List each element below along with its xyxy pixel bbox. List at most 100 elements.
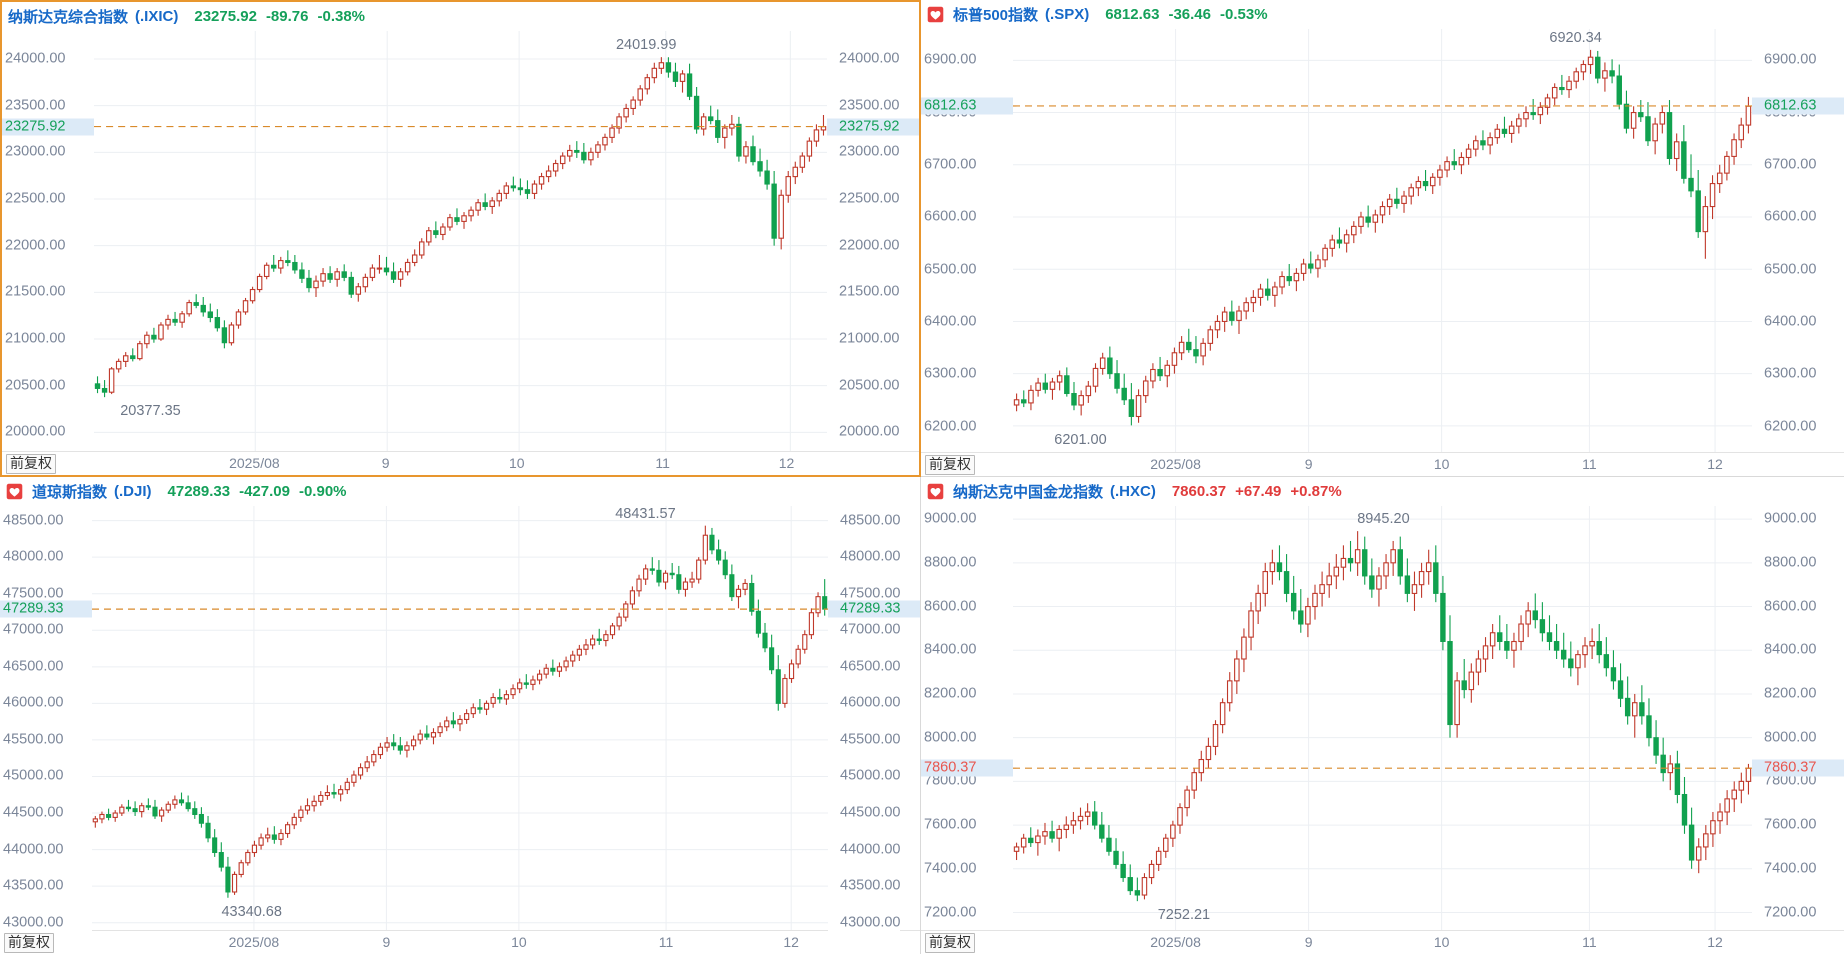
y-tick-label: 8800.00: [921, 554, 1013, 572]
high-annotation: 6920.34: [1549, 29, 1602, 46]
high-annotation: 48431.57: [615, 506, 676, 522]
x-tick-label: 9: [1304, 934, 1313, 950]
current-price-label-left: 7860.37: [921, 759, 1013, 777]
y-tick-label: 23000.00: [827, 143, 900, 161]
y-axis-right-dji: 48500.00 48000.00 47500.00 47000.00 46500.00…: [828, 506, 920, 932]
y-tick-label: 44500.00: [0, 804, 92, 822]
y-tick-label: 47500.00: [828, 585, 901, 603]
y-tick-label: 44000.00: [828, 841, 901, 859]
y-axis-left-spx: 6900.006800.006700.006600.006500.006400.…: [921, 29, 1013, 452]
chart-panel-dji[interactable]: 道琼斯指数 (.DJI) 47289.33 -427.09 -0.90% 48500.00…: [0, 477, 921, 954]
y-axis-left-dji: 48500.00 48000.00 47500.00 47000.00 46500.00…: [0, 506, 92, 932]
y-tick-label: 43000.00: [828, 914, 901, 932]
panel-header-hxc: 纳斯达克中国金龙指数 (.HXC) 7860.37 +67.49 +0.87%: [921, 477, 1844, 506]
chart-body-dji: 48500.00 48000.00 47500.00 47000.00 46500.00…: [0, 506, 920, 954]
y-tick-label: 8800.00: [1752, 554, 1817, 572]
low-annotation: 6201.00: [1054, 432, 1107, 449]
y-tick-label: 7200.00: [921, 904, 1013, 921]
y-tick-label: 8200.00: [921, 685, 1013, 703]
y-tick-label: 24000.00: [2, 50, 94, 68]
index-name: 纳斯达克综合指数: [8, 9, 129, 26]
y-tick-label: 43000.00: [0, 914, 92, 932]
y-tick-label: 6900.00: [921, 51, 1013, 69]
chart-panel-ixic[interactable]: 纳斯达克综合指数 (.IXIC) 23275.92 -89.76 -0.38% 24000…: [0, 0, 921, 477]
y-tick-label: 48000.00: [0, 548, 92, 566]
y-tick-label: 20500.00: [827, 377, 900, 395]
y-tick-label: 8200.00: [1752, 685, 1817, 703]
price-change: -89.76: [265, 8, 309, 25]
adjust-button[interactable]: 前复权: [4, 933, 54, 953]
chart-body-ixic: 24000.00 23500.00 23000.00 22500.00 22000.00…: [2, 31, 919, 475]
current-price-label-right: 7860.37: [1752, 759, 1844, 777]
index-quote: 6812.63 -36.46 -0.53%: [1105, 6, 1276, 23]
y-tick-label: 7600.00: [1752, 816, 1817, 834]
y-tick-label: 20500.00: [2, 377, 94, 395]
plot-area-hxc[interactable]: [1013, 506, 1752, 930]
y-tick-label: 45000.00: [828, 767, 901, 785]
adjust-button[interactable]: 前复权: [6, 454, 56, 474]
plot-area-spx[interactable]: [1013, 29, 1752, 452]
x-tick-label: 10: [1433, 456, 1450, 472]
index-code: (.HXC): [1110, 483, 1156, 500]
y-tick-label: 45000.00: [0, 767, 92, 785]
index-name: 标普500指数: [953, 7, 1039, 24]
y-tick-label: 6300.00: [921, 365, 1013, 383]
index-code: (.IXIC): [135, 8, 179, 25]
last-price: 23275.92: [194, 8, 257, 25]
index-quote: 7860.37 +67.49 +0.87%: [1172, 483, 1351, 500]
current-price-label-left: 23275.92: [2, 118, 94, 136]
chart-panel-hxc[interactable]: 纳斯达克中国金龙指数 (.HXC) 7860.37 +67.49 +0.87% 9000.…: [921, 477, 1844, 954]
adjust-button[interactable]: 前复权: [925, 455, 975, 475]
y-tick-label: 21000.00: [827, 330, 900, 348]
heart-icon[interactable]: [6, 483, 23, 500]
y-tick-label: 43500.00: [0, 877, 92, 895]
panel-header-dji: 道琼斯指数 (.DJI) 47289.33 -427.09 -0.90%: [0, 477, 920, 506]
current-price-label-right: 6812.63: [1752, 97, 1844, 115]
y-tick-label: 48000.00: [828, 548, 901, 566]
plot-area-ixic[interactable]: [94, 31, 827, 451]
low-annotation: 20377.35: [120, 403, 181, 420]
y-tick-label: 6200.00: [921, 418, 1013, 436]
last-price: 6812.63: [1105, 6, 1160, 23]
index-code: (.DJI): [114, 483, 152, 500]
y-tick-label: 46500.00: [828, 658, 901, 676]
low-annotation: 43340.68: [221, 903, 282, 920]
y-tick-label: 7400.00: [1752, 860, 1817, 878]
y-tick-label: 47000.00: [0, 621, 92, 639]
y-tick-label: 22500.00: [827, 190, 900, 208]
chart-body-hxc: 9000.00 8800.00 8600.00 8400.00 8200.00 8000.…: [921, 506, 1844, 954]
x-tick-label: 9: [382, 934, 391, 950]
y-tick-label: 45500.00: [828, 731, 901, 749]
adjust-button[interactable]: 前复权: [925, 933, 975, 953]
index-quote: 47289.33 -427.09 -0.90%: [168, 483, 356, 500]
index-code: (.SPX): [1045, 6, 1090, 23]
high-annotation: 24019.99: [615, 37, 677, 54]
y-tick-label: 46000.00: [828, 694, 901, 712]
y-tick-label: 8000.00: [1752, 729, 1817, 747]
y-tick-label: 6500.00: [921, 261, 1013, 279]
price-change-pct: -0.53%: [1220, 6, 1268, 23]
heart-icon[interactable]: [927, 6, 944, 23]
last-price: 7860.37: [1171, 483, 1227, 500]
x-tick-label: 12: [1707, 934, 1723, 950]
x-axis-spx: 前复权 2025/08 9 10 11 12: [921, 452, 1844, 476]
index-name: 道琼斯指数: [32, 484, 108, 501]
low-annotation: 7252.21: [1157, 907, 1211, 924]
price-change: +67.49: [1235, 483, 1282, 500]
chart-panel-spx[interactable]: 标普500指数 (.SPX) 6812.63 -36.46 -0.53% 6900.00 6…: [921, 0, 1844, 477]
x-tick-label: 11: [655, 455, 670, 471]
y-tick-label: 47500.00: [0, 585, 92, 603]
plot-area-dji[interactable]: [92, 506, 828, 930]
y-tick-label: 46000.00: [0, 694, 92, 712]
heart-icon[interactable]: [927, 483, 944, 500]
y-tick-label: 6500.00: [1752, 261, 1817, 279]
price-change-pct: +0.87%: [1290, 483, 1342, 500]
y-tick-label: 20000.00: [2, 423, 94, 441]
x-tick-label: 10: [509, 455, 525, 471]
price-change: -427.09: [239, 483, 290, 500]
price-change-pct: -0.90%: [298, 483, 347, 500]
index-quote: 23275.92 -89.76 -0.38%: [194, 8, 374, 25]
y-tick-label: 44000.00: [0, 841, 92, 859]
x-tick-label: 2025/08: [228, 934, 280, 950]
